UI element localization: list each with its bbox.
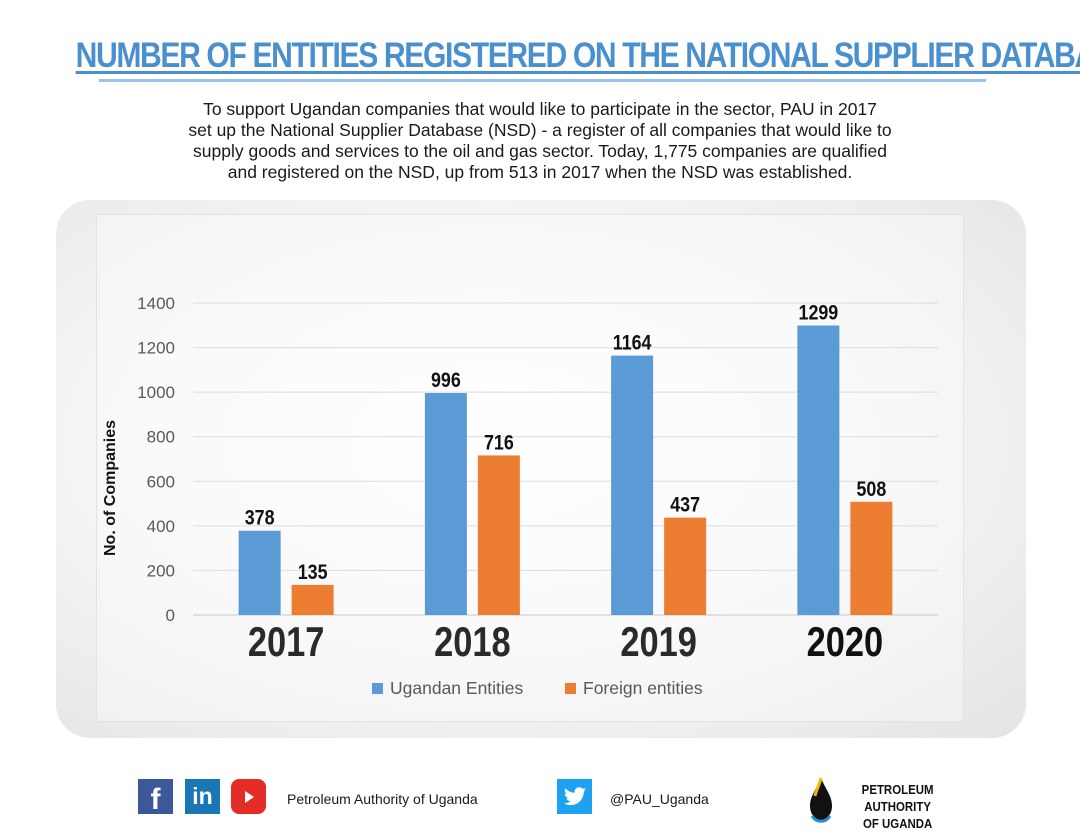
x-category-label: 2019 — [620, 619, 697, 666]
bar-value-label: 1164 — [613, 331, 652, 355]
y-tick-label: 0 — [166, 606, 175, 625]
bar — [238, 530, 281, 615]
bar — [664, 517, 707, 615]
bar-value-label: 437 — [670, 493, 700, 517]
legend-swatch — [372, 683, 383, 694]
bar — [477, 455, 520, 615]
y-tick-label: 800 — [147, 428, 175, 447]
pau-logo-text: Petroleum Authority of Uganda — [836, 781, 959, 832]
x-category-label: 2020 — [807, 619, 884, 666]
y-tick-label: 1200 — [137, 339, 175, 358]
intro-line: and registered on the NSD, up from 513 i… — [227, 162, 853, 182]
bar-value-label: 1299 — [799, 301, 839, 325]
youtube-icon[interactable] — [231, 779, 266, 814]
bar-value-label: 996 — [431, 369, 461, 393]
y-tick-label: 600 — [147, 472, 175, 491]
bar-value-label: 378 — [245, 506, 275, 530]
y-tick-label: 1400 — [137, 294, 175, 313]
bar-value-label: 135 — [298, 561, 328, 585]
legend-label: Foreign entities — [583, 678, 703, 698]
y-tick-label: 200 — [147, 561, 175, 580]
logo-line-2: of Uganda — [862, 816, 933, 831]
twitter-icon[interactable] — [557, 779, 592, 814]
y-tick-label: 1000 — [137, 383, 175, 402]
title-underline — [99, 79, 986, 82]
legend-swatch — [565, 683, 576, 694]
x-category-label: 2018 — [434, 619, 511, 666]
intro-line: To support Ugandan companies that would … — [203, 99, 877, 119]
twitter-handle[interactable]: @PAU_Uganda — [610, 791, 709, 807]
org-name[interactable]: Petroleum Authority of Uganda — [287, 791, 478, 807]
pau-logo-icon — [810, 777, 832, 823]
intro-line: supply goods and services to the oil and… — [193, 141, 887, 161]
linkedin-glyph: in — [192, 783, 213, 809]
logo-line-1: Petroleum Authority — [861, 782, 934, 814]
y-axis-label: No. of Companies — [102, 420, 119, 556]
page-title: NUMBER OF ENTITIES REGISTERED ON THE NAT… — [75, 36, 1080, 75]
linkedin-icon[interactable]: in — [185, 779, 220, 814]
bar-value-label: 716 — [484, 431, 514, 455]
intro-paragraph: To support Ugandan companies that would … — [130, 99, 950, 183]
bar-value-label: 508 — [856, 477, 886, 501]
chart-panel — [56, 200, 1026, 738]
x-category-label: 2017 — [248, 619, 325, 666]
intro-line: set up the National Supplier Database (N… — [188, 120, 892, 140]
facebook-glyph: f — [150, 782, 161, 816]
bar — [291, 584, 334, 615]
bar — [850, 501, 893, 615]
bar — [611, 355, 654, 615]
legend-label: Ugandan Entities — [390, 678, 524, 698]
bar — [797, 325, 840, 615]
bar — [424, 393, 467, 615]
facebook-icon[interactable]: f — [138, 779, 173, 816]
y-tick-label: 400 — [147, 517, 175, 536]
